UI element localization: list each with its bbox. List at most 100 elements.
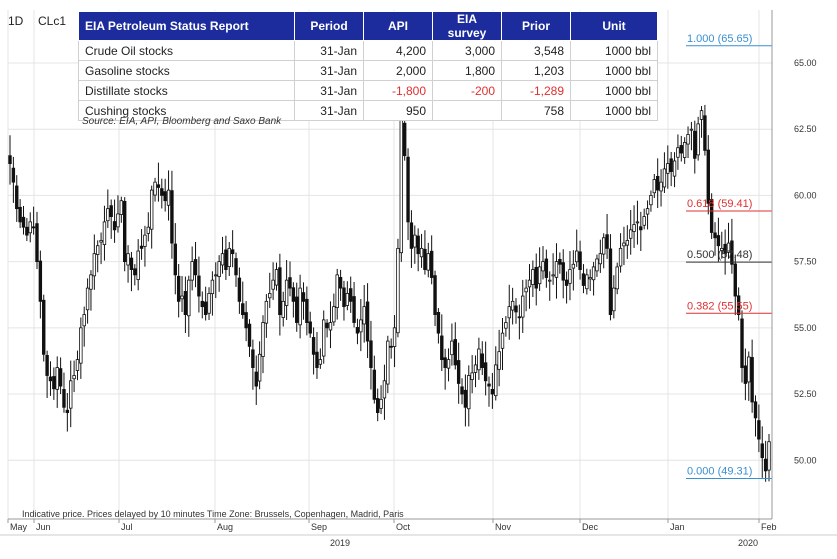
candle-body xyxy=(649,195,653,206)
candle xyxy=(713,222,717,256)
fib-label: 0.500 (57.48) xyxy=(687,249,752,261)
candle-body xyxy=(193,259,198,276)
candle xyxy=(42,294,46,362)
candle-body xyxy=(311,337,316,355)
candle-body xyxy=(676,147,680,158)
candle-body xyxy=(176,275,181,302)
candle-body xyxy=(558,258,562,265)
candle-body xyxy=(568,269,572,284)
candle-body xyxy=(210,279,215,295)
cell-eia-survey xyxy=(432,100,502,121)
candle xyxy=(62,372,66,413)
candle-body xyxy=(8,155,12,165)
candle-body xyxy=(453,339,457,366)
candle-body xyxy=(136,250,140,280)
cell-prior: 1,203 xyxy=(501,60,571,81)
candle xyxy=(615,262,619,295)
candle-body xyxy=(392,327,397,347)
candle xyxy=(109,199,113,239)
candle-body xyxy=(726,242,731,253)
candle xyxy=(224,235,228,280)
candle xyxy=(106,189,110,229)
x-tick-label: Oct xyxy=(396,522,411,532)
candle-body xyxy=(352,296,356,323)
candle-body xyxy=(251,349,255,368)
candle-body xyxy=(490,388,495,395)
candle xyxy=(517,304,522,340)
candle xyxy=(335,268,339,320)
candle xyxy=(301,282,306,320)
candle xyxy=(740,310,744,383)
candle xyxy=(55,356,59,408)
candle-body xyxy=(119,200,124,215)
candle xyxy=(591,261,596,296)
candle xyxy=(126,245,130,283)
candle xyxy=(25,218,29,242)
candle xyxy=(598,239,603,273)
candle-body xyxy=(467,375,471,410)
candle-body xyxy=(48,376,53,382)
candle-body xyxy=(183,290,188,315)
candle-body xyxy=(494,364,498,397)
candle-body xyxy=(291,287,296,302)
candle xyxy=(571,250,576,291)
candle-body xyxy=(153,181,157,196)
candle-body xyxy=(504,322,508,329)
candle xyxy=(558,252,562,274)
candle xyxy=(116,195,120,233)
cell-period: 31-Jan xyxy=(294,100,364,121)
candle-body xyxy=(429,250,434,278)
candle xyxy=(197,256,201,313)
candle xyxy=(652,173,657,199)
cell-api: -1,800 xyxy=(363,80,433,101)
candle xyxy=(342,280,346,321)
candle xyxy=(747,351,751,401)
candle xyxy=(295,282,299,332)
candle xyxy=(375,388,380,422)
candle-body xyxy=(230,249,235,255)
candle xyxy=(429,235,434,285)
source-note: Source: EIA, API, Bloomberg and Saxo Ban… xyxy=(82,116,282,127)
candle-body xyxy=(622,242,626,247)
y-tick-label: 52.50 xyxy=(794,389,817,399)
candle-body xyxy=(264,300,269,324)
candle xyxy=(345,281,350,311)
candle-body xyxy=(703,115,707,151)
candle xyxy=(72,360,76,393)
candle xyxy=(706,135,710,215)
candle-body xyxy=(409,222,414,249)
candle-body xyxy=(214,274,218,277)
candle-body xyxy=(612,287,616,312)
candle xyxy=(291,282,296,318)
cell-unit: 1000 bbl xyxy=(570,60,658,81)
candle-body xyxy=(709,199,714,233)
candle xyxy=(561,249,565,299)
candle-body xyxy=(551,274,555,277)
candle xyxy=(703,104,707,156)
candle-body xyxy=(65,409,70,413)
candle xyxy=(318,348,323,369)
candle-body xyxy=(328,322,333,331)
candle-body xyxy=(399,118,404,254)
candle-body xyxy=(274,269,279,286)
candle xyxy=(564,271,569,304)
candle xyxy=(176,264,181,318)
fibonacci-levels: 1.000 (65.65) 0.618 (59.41) 0.500 (57.48) 0… xyxy=(686,33,772,480)
candle-body xyxy=(585,274,589,290)
candle-body xyxy=(85,287,90,311)
candle xyxy=(470,355,474,394)
candle xyxy=(96,240,100,273)
candle xyxy=(433,270,437,327)
candle-body xyxy=(618,247,623,267)
candle xyxy=(183,276,188,334)
candle-body xyxy=(497,351,501,370)
interval-label: 1D xyxy=(8,14,24,28)
candle xyxy=(473,355,478,388)
candle-body xyxy=(426,253,430,271)
candle xyxy=(355,318,360,345)
candle-body xyxy=(591,266,596,281)
cell-prior: -1,289 xyxy=(501,80,571,101)
candle-body xyxy=(507,306,511,319)
candle xyxy=(241,281,245,319)
candle xyxy=(220,236,225,274)
